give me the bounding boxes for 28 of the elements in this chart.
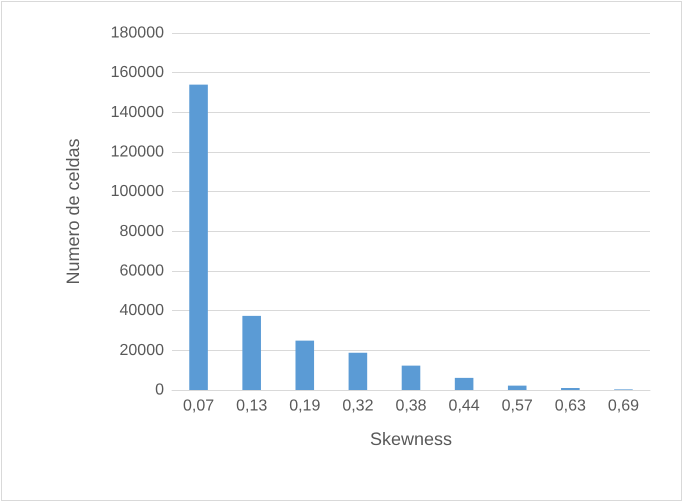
bar <box>242 316 261 390</box>
bar <box>402 366 420 390</box>
x-tick-label: 0,44 <box>448 398 480 414</box>
y-tick-label: 140000 <box>110 104 164 121</box>
x-axis-title: Skewness <box>370 429 452 449</box>
bar <box>295 340 314 390</box>
x-tick-label: 0,13 <box>236 398 268 414</box>
bar <box>348 352 368 390</box>
y-tick-label: 120000 <box>110 144 164 160</box>
y-tick-label: 20000 <box>120 342 164 359</box>
y-axis-title: Numero de celdas <box>63 138 83 285</box>
x-tick-label: 0,19 <box>289 398 320 414</box>
y-tick-label: 100000 <box>110 183 164 200</box>
y-tick-label: 80000 <box>120 222 164 240</box>
bar <box>454 378 474 390</box>
bar <box>508 386 527 390</box>
x-tick-label: 0,63 <box>554 398 586 414</box>
bar <box>189 84 208 390</box>
y-tick-label: 60000 <box>120 262 164 280</box>
x-tick-label: 0,57 <box>502 398 533 414</box>
y-tick-label: 0 <box>155 382 164 398</box>
x-tick-label: 0,69 <box>608 398 640 414</box>
x-tick-label: 0,07 <box>182 398 214 414</box>
y-tick-label: 160000 <box>110 64 164 82</box>
y-tick-label: 180000 <box>110 24 164 42</box>
x-tick-label: 0,32 <box>342 398 374 414</box>
x-tick-label: 0,38 <box>395 398 427 414</box>
y-tick-label: 40000 <box>120 302 164 320</box>
